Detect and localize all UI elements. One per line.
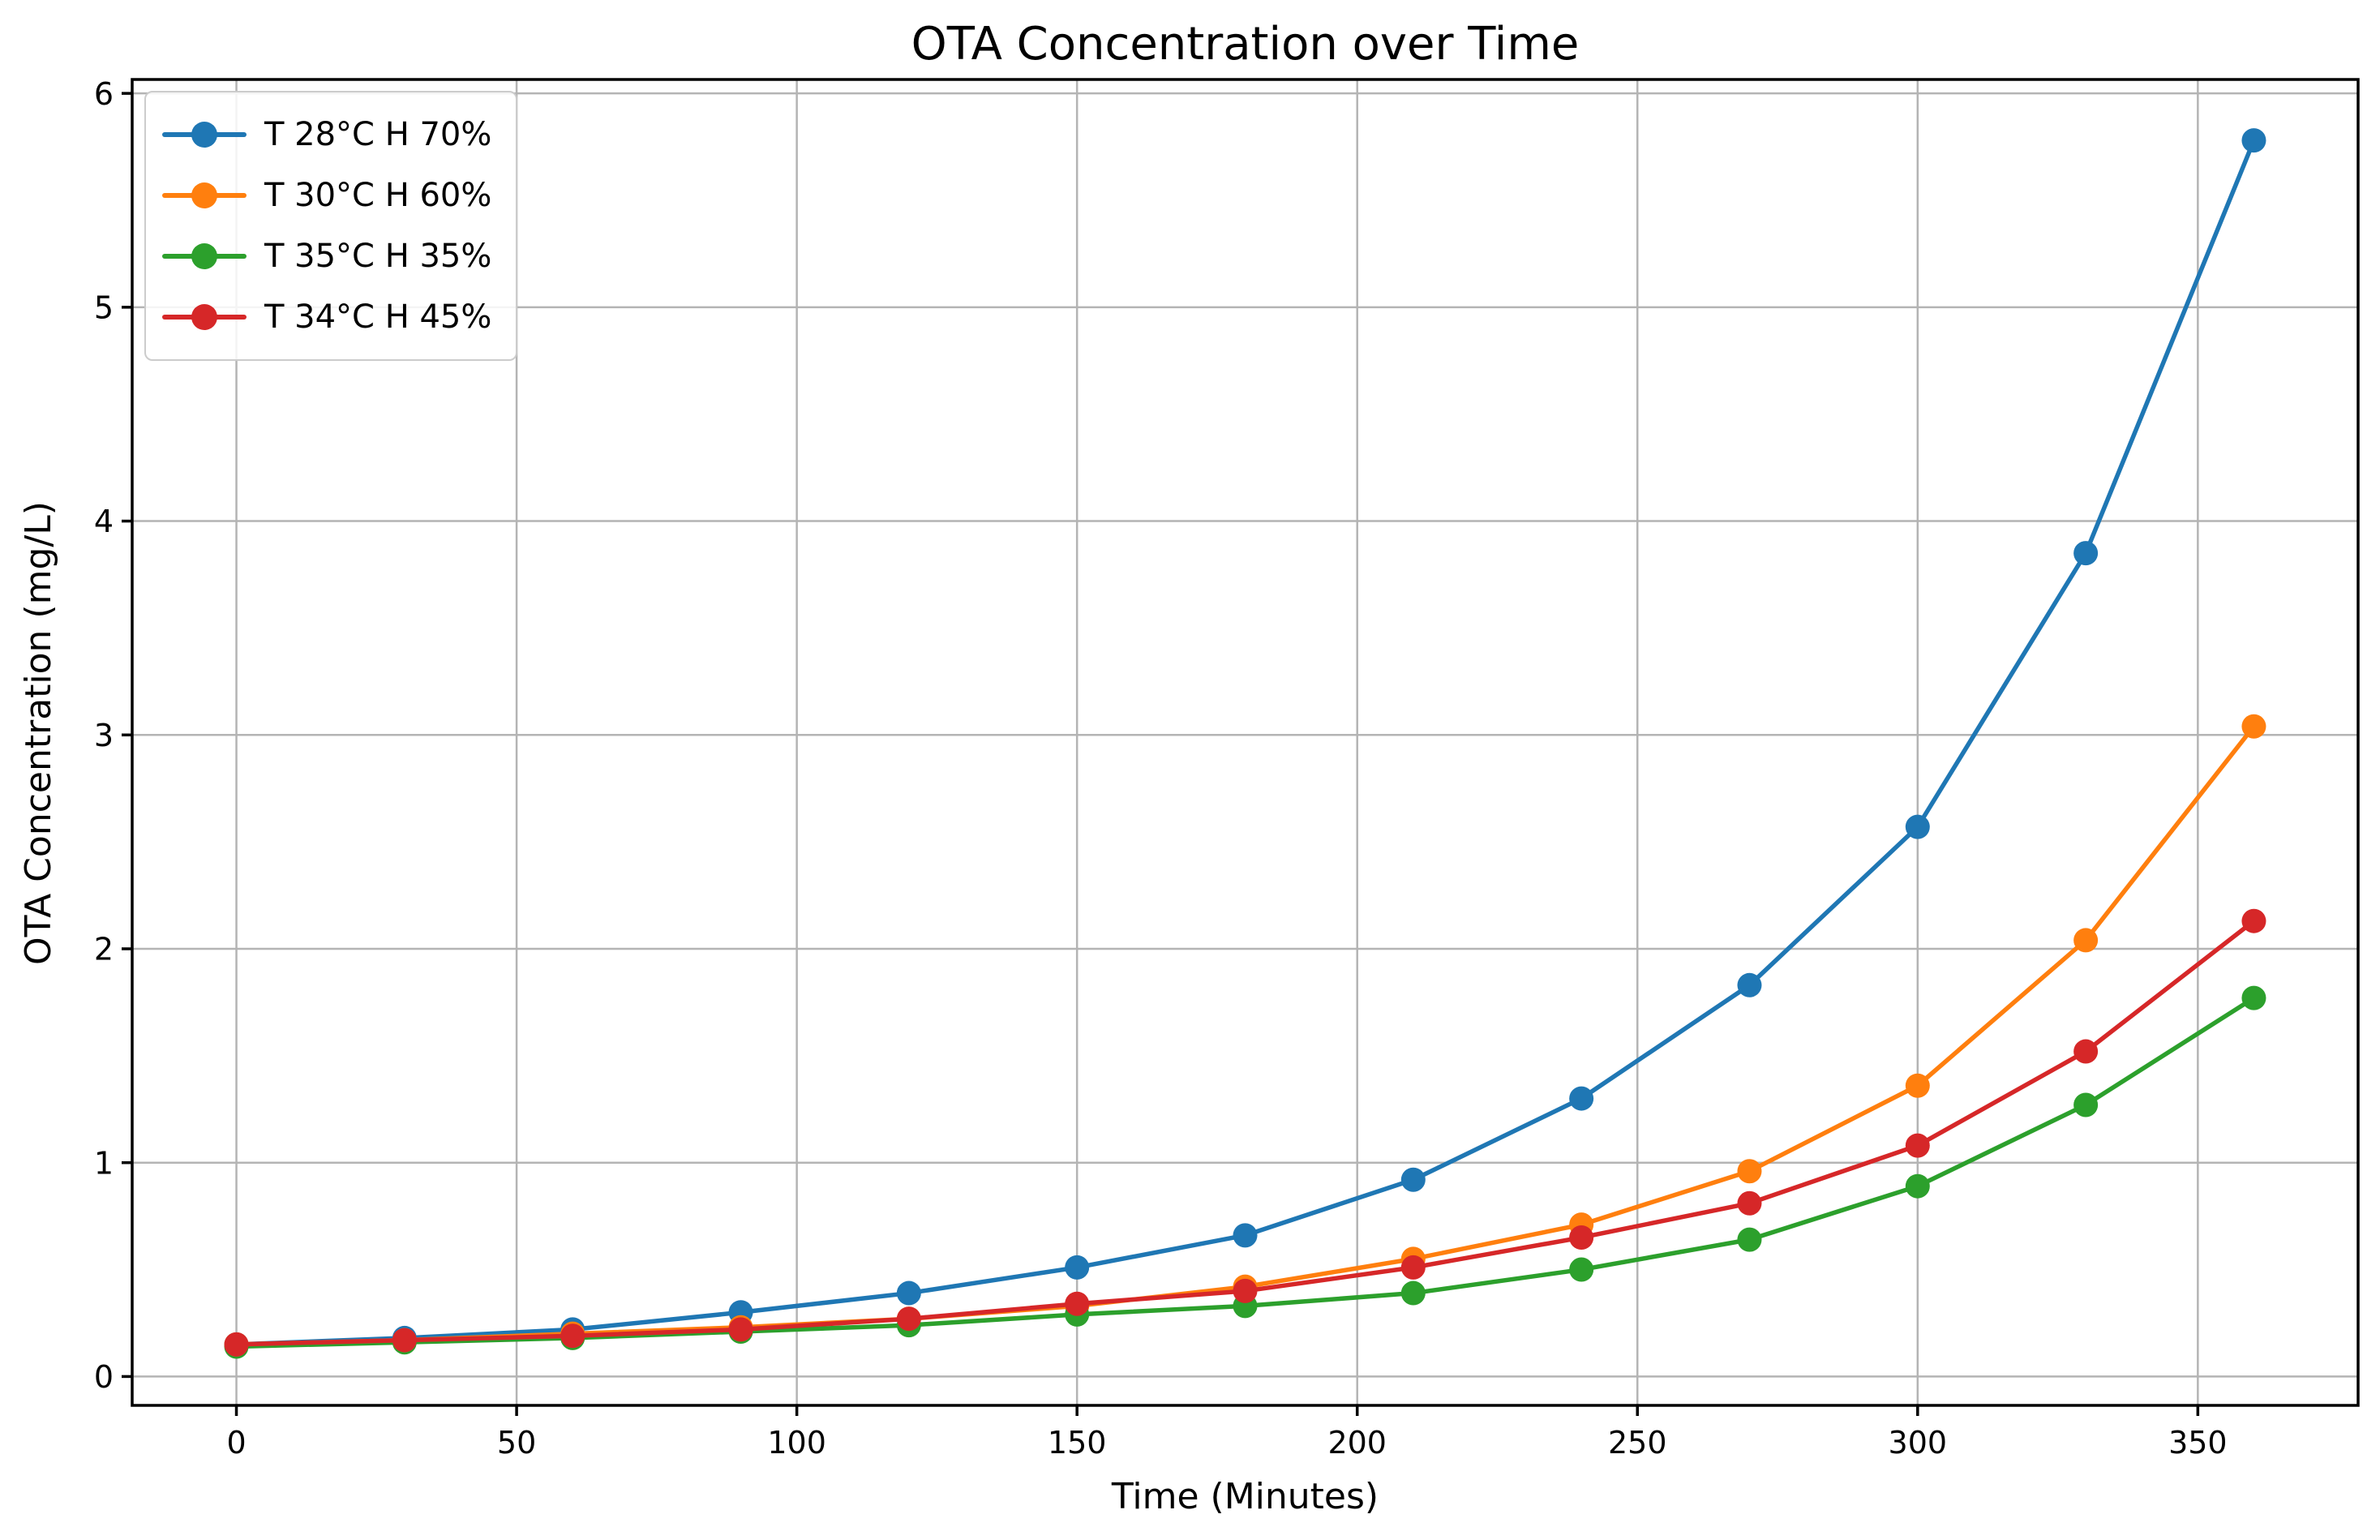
data-point-marker (1569, 1086, 1594, 1111)
legend-entry: T 34°C H 45% (162, 287, 491, 348)
y-tick-label: 5 (94, 290, 114, 326)
y-tick-label: 3 (94, 718, 114, 753)
y-axis-label: OTA Concentration (mg/L) (18, 501, 59, 965)
data-point-marker (728, 1317, 753, 1342)
chart-title: OTA Concentration over Time (911, 18, 1580, 71)
data-point-marker (1905, 1133, 1930, 1158)
x-axis-label: Time (Minutes) (1111, 1476, 1379, 1517)
data-point-marker (896, 1280, 921, 1306)
data-point-marker (1400, 1255, 1426, 1280)
data-point-marker (2073, 928, 2099, 953)
data-point-marker (2073, 1039, 2099, 1064)
data-point-marker (1737, 1190, 1762, 1216)
data-point-marker (1569, 1257, 1594, 1282)
series-line (234, 138, 2257, 1347)
legend-line-marker-icon (162, 301, 247, 333)
legend-label: T 30°C H 60% (264, 176, 492, 214)
legend-entry: T 35°C H 35% (162, 226, 491, 287)
legend-line-marker-icon (162, 118, 247, 151)
x-tick-label: 0 (226, 1425, 246, 1461)
data-point-marker (896, 1306, 921, 1332)
legend-label: T 35°C H 35% (264, 238, 492, 276)
y-tick-label: 4 (94, 504, 114, 539)
x-tick-label: 50 (497, 1425, 536, 1461)
x-tick-label: 350 (2168, 1425, 2228, 1461)
data-point-marker (1905, 1073, 1930, 1098)
data-point-marker (1905, 1173, 1930, 1199)
data-point-marker (224, 1332, 249, 1357)
x-tick-label: 150 (1048, 1425, 1107, 1461)
data-point-marker (2241, 908, 2266, 933)
data-point-marker (1737, 972, 1762, 997)
legend-line-marker-icon (162, 179, 247, 212)
data-point-marker (2073, 541, 2099, 566)
data-point-marker (392, 1328, 417, 1353)
data-point-marker (1400, 1280, 1426, 1306)
legend-entry: T 28°C H 70% (162, 104, 491, 165)
y-tick-label: 0 (94, 1359, 114, 1395)
data-point-marker (1905, 814, 1930, 839)
data-point-marker (1233, 1278, 1258, 1303)
legend-line-marker-icon (162, 240, 247, 272)
legend: T 28°C H 70% T 30°C H 60% T 35°C H 35% T… (144, 91, 518, 361)
x-tick-label: 200 (1327, 1425, 1387, 1461)
data-point-marker (1065, 1291, 1090, 1316)
legend-label: T 34°C H 45% (264, 298, 492, 337)
data-point-marker (560, 1323, 585, 1349)
y-tick-label: 6 (94, 76, 114, 112)
legend-label: T 28°C H 70% (264, 115, 492, 153)
data-point-marker (1400, 1167, 1426, 1192)
x-tick-label: 100 (767, 1425, 826, 1461)
data-point-marker (2241, 985, 2266, 1010)
y-tick-label: 2 (94, 932, 114, 967)
y-tick-label: 1 (94, 1145, 114, 1181)
axes-spines (131, 78, 2360, 1407)
data-point-marker (1737, 1227, 1762, 1252)
data-point-marker (1569, 1225, 1594, 1250)
legend-entry: T 30°C H 60% (162, 165, 491, 225)
data-point-marker (1065, 1255, 1090, 1280)
data-point-marker (1233, 1223, 1258, 1248)
data-point-marker (2073, 1092, 2099, 1117)
data-point-marker (1737, 1159, 1762, 1184)
data-point-marker (2241, 714, 2266, 739)
x-tick-label: 300 (1889, 1425, 1948, 1461)
series-line (234, 723, 2257, 1347)
data-point-marker (2241, 128, 2266, 153)
x-tick-label: 250 (1608, 1425, 1667, 1461)
